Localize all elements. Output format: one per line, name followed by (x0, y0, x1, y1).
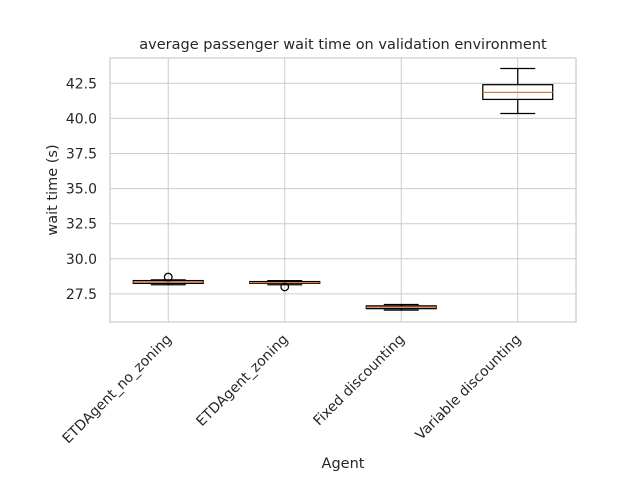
chart-title: average passenger wait time on validatio… (139, 37, 547, 53)
x-tick-label: ETDAgent_no_zoning (60, 332, 175, 447)
x-axis-title: Agent (322, 456, 365, 472)
y-tick-label: 37.5 (66, 146, 97, 162)
y-tick-label: 42.5 (66, 76, 97, 92)
y-tick-label: 32.5 (66, 217, 97, 233)
y-tick-labels: 27.5 30.0 32.5 35.0 37.5 40.0 42.5 (66, 76, 97, 303)
outlier-point (280, 282, 290, 292)
y-tick-label: 27.5 (66, 287, 97, 303)
y-tick-label: 30.0 (66, 252, 97, 268)
outlier-point (163, 272, 173, 282)
plot-area-frame (109, 57, 577, 323)
box-plot-2 (249, 279, 321, 292)
box-plot-3 (365, 303, 437, 311)
box-plot-4 (482, 67, 554, 115)
x-tick-label: ETDAgent_zoning (193, 332, 291, 430)
y-tick-label: 35.0 (66, 182, 97, 198)
y-axis-title: wait time (s) (45, 144, 61, 235)
y-tick-label: 40.0 (66, 111, 97, 127)
x-tick-label: Fixed discounting (311, 332, 409, 430)
box-series (132, 67, 554, 311)
x-tick-label: Variable discounting (413, 332, 525, 444)
x-tick-labels: ETDAgent_no_zoning ETDAgent_zoning Fixed d… (60, 332, 525, 447)
box-plot-1 (132, 272, 204, 286)
